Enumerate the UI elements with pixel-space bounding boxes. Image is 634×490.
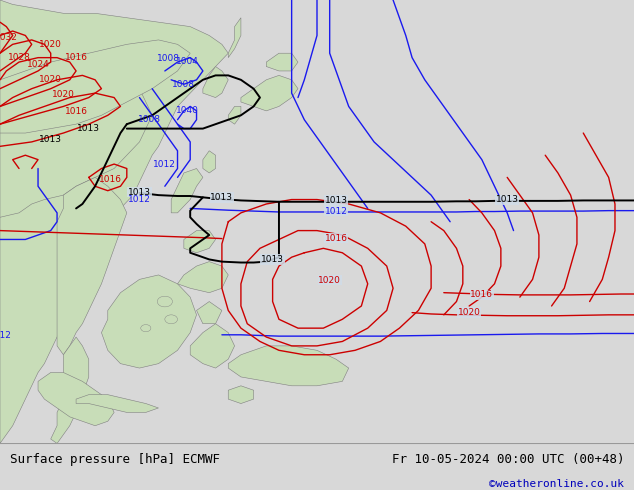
Polygon shape bbox=[76, 394, 158, 413]
Text: 1016: 1016 bbox=[100, 175, 122, 184]
Text: 1013: 1013 bbox=[261, 255, 284, 264]
Text: 1013: 1013 bbox=[39, 135, 62, 144]
Text: ©weatheronline.co.uk: ©weatheronline.co.uk bbox=[489, 479, 624, 490]
Polygon shape bbox=[266, 53, 298, 71]
Text: 1013: 1013 bbox=[325, 196, 347, 205]
Circle shape bbox=[165, 315, 178, 324]
Text: 1024: 1024 bbox=[27, 60, 49, 69]
Text: 1008: 1008 bbox=[172, 80, 195, 89]
Text: 1020: 1020 bbox=[458, 308, 481, 317]
Text: 1013: 1013 bbox=[128, 188, 151, 196]
Text: 1016: 1016 bbox=[325, 234, 347, 243]
Polygon shape bbox=[241, 75, 298, 111]
Polygon shape bbox=[228, 18, 241, 58]
Text: 1040: 1040 bbox=[176, 106, 198, 115]
Polygon shape bbox=[203, 151, 216, 173]
Text: 1020: 1020 bbox=[39, 40, 62, 49]
Text: 1016: 1016 bbox=[470, 291, 493, 299]
Polygon shape bbox=[0, 75, 152, 217]
Text: 1032: 1032 bbox=[0, 33, 18, 42]
Text: Fr 10-05-2024 00:00 UTC (00+48): Fr 10-05-2024 00:00 UTC (00+48) bbox=[392, 453, 624, 466]
Text: 1008: 1008 bbox=[138, 115, 160, 124]
Text: 1012: 1012 bbox=[325, 207, 347, 216]
Circle shape bbox=[157, 296, 172, 307]
Polygon shape bbox=[190, 324, 235, 368]
Text: 1008: 1008 bbox=[157, 54, 179, 63]
Text: 1012: 1012 bbox=[0, 331, 11, 340]
Polygon shape bbox=[228, 106, 241, 124]
Polygon shape bbox=[228, 386, 254, 404]
Text: 1020: 1020 bbox=[318, 276, 341, 285]
Polygon shape bbox=[0, 40, 190, 133]
Text: 1004: 1004 bbox=[176, 57, 198, 66]
Text: 1013: 1013 bbox=[210, 193, 233, 202]
Text: 1013: 1013 bbox=[77, 124, 100, 133]
Text: 1016: 1016 bbox=[65, 107, 87, 116]
Text: Surface pressure [hPa] ECMWF: Surface pressure [hPa] ECMWF bbox=[10, 453, 219, 466]
Polygon shape bbox=[203, 67, 228, 98]
Text: 1012: 1012 bbox=[128, 195, 151, 204]
Polygon shape bbox=[101, 275, 197, 368]
Polygon shape bbox=[228, 346, 349, 386]
Polygon shape bbox=[171, 169, 203, 213]
Text: 1013: 1013 bbox=[496, 196, 519, 204]
Text: 1020: 1020 bbox=[39, 75, 62, 84]
Text: 1012: 1012 bbox=[153, 160, 176, 169]
Polygon shape bbox=[184, 231, 216, 253]
Polygon shape bbox=[51, 337, 89, 443]
Polygon shape bbox=[38, 372, 114, 426]
Text: 1020: 1020 bbox=[52, 90, 75, 98]
Polygon shape bbox=[57, 177, 127, 355]
Text: 1016: 1016 bbox=[65, 53, 87, 62]
Text: 1028: 1028 bbox=[8, 53, 30, 62]
Polygon shape bbox=[178, 262, 228, 293]
Polygon shape bbox=[197, 301, 222, 324]
Circle shape bbox=[141, 324, 151, 332]
Polygon shape bbox=[0, 0, 228, 443]
